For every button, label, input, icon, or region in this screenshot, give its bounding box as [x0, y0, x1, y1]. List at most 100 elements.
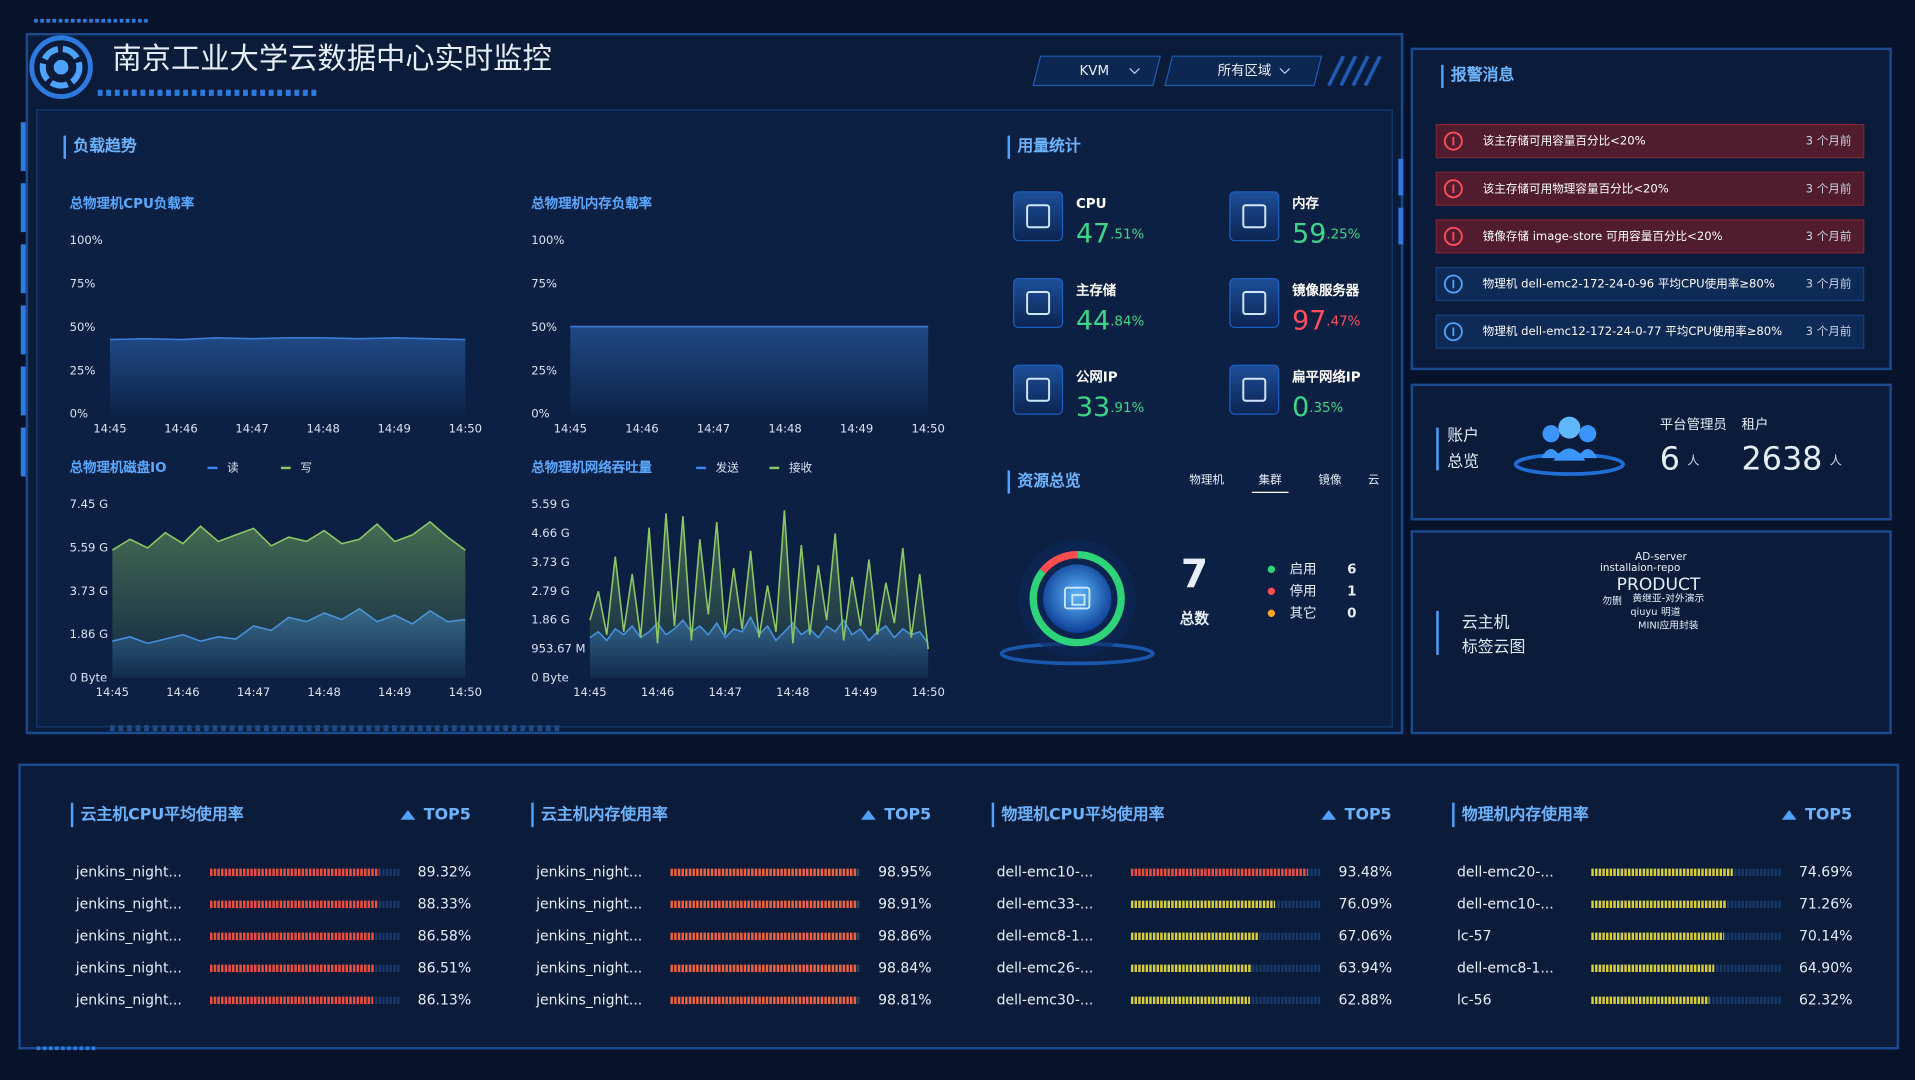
usage-icon — [1013, 364, 1064, 415]
filter-label[interactable]: KVM — [1079, 64, 1109, 79]
alert-icon — [1443, 131, 1463, 151]
row-label: lc-56 — [1457, 992, 1492, 1008]
title-bar — [1441, 64, 1444, 88]
filter-label[interactable]: 所有区域 — [1218, 63, 1272, 79]
legend-dot — [1267, 609, 1276, 617]
value-label: 98.84% — [878, 960, 932, 976]
x-tick-label: 14:46 — [164, 421, 197, 435]
alert-row[interactable] — [1435, 219, 1865, 254]
x-tick-label: 14:46 — [625, 421, 658, 435]
x-tick-label: 14:45 — [573, 685, 606, 699]
x-tick-label: 14:47 — [235, 421, 268, 435]
section-title: 报警消息 — [1451, 65, 1515, 84]
row-label: dell-emc26-... — [997, 960, 1094, 976]
stat-number: 6 — [1660, 442, 1680, 478]
usage-name: 公网IP — [1076, 370, 1118, 386]
value-label: 71.26% — [1799, 896, 1853, 912]
tag[interactable]: AD-server — [1635, 551, 1687, 563]
alert-row[interactable] — [1435, 266, 1865, 302]
section-title: 负载趋势 — [73, 136, 137, 155]
y-tick-label: 75% — [531, 277, 557, 291]
panel-title: 云主机内存使用率 — [541, 804, 668, 823]
stat-label: 平台管理员 — [1660, 417, 1727, 433]
y-tick-label: 100% — [531, 233, 564, 247]
legend-label: 发送 — [716, 460, 740, 474]
usage-value: 44.84% — [1076, 305, 1145, 336]
usage-fraction: .35% — [1309, 401, 1343, 416]
tag[interactable]: qiuyu — [1630, 607, 1657, 618]
x-tick-label: 14:45 — [554, 421, 587, 435]
alert-row[interactable] — [1435, 171, 1865, 206]
value-label: 98.86% — [878, 928, 932, 944]
badge[interactable]: TOP5 — [884, 804, 931, 823]
account-title: 总览 — [1447, 451, 1479, 470]
badge[interactable]: TOP5 — [1805, 804, 1852, 823]
tag[interactable]: 勿删 — [1602, 595, 1622, 607]
x-tick-label: 14:48 — [776, 685, 809, 699]
alert-row[interactable] — [1435, 314, 1865, 349]
alert-icon — [1443, 226, 1463, 246]
alert-row[interactable] — [1435, 124, 1865, 159]
value-label: 70.14% — [1799, 928, 1853, 944]
tag[interactable]: 黄继亚-对外演示 — [1632, 592, 1704, 605]
sort-icon — [1781, 810, 1797, 820]
y-tick-label: 5.59 G — [70, 540, 108, 554]
y-tick-label: 0% — [531, 407, 549, 421]
legend-value: 6 — [1347, 562, 1356, 577]
total-value: 7 — [1181, 552, 1208, 597]
section-title: 资源总览 — [1017, 471, 1081, 490]
x-tick-label: 14:45 — [93, 421, 126, 435]
tag[interactable]: PRODUCT — [1617, 575, 1701, 595]
total-label: 总数 — [1180, 609, 1210, 627]
legend-value: 1 — [1347, 584, 1356, 599]
tab[interactable]: 云 — [1368, 473, 1380, 487]
stat-unit: 人 — [1687, 453, 1699, 467]
x-tick-label: 14:48 — [307, 685, 340, 699]
usage-value: 97.47% — [1292, 305, 1361, 336]
usage-value: 0.35% — [1292, 392, 1343, 423]
sort-icon — [400, 810, 416, 820]
alert-time: 3 个月前 — [1806, 134, 1852, 148]
usage-icon-glyph — [1026, 377, 1051, 402]
area-fill — [109, 337, 466, 415]
page-title: 南京工业大学云数据中心实时监控 — [112, 41, 551, 75]
y-tick-label: 75% — [70, 277, 96, 291]
y-tick-label: 50% — [70, 320, 96, 334]
x-tick-label: 14:46 — [641, 685, 674, 699]
y-tick-label: 2.79 G — [531, 584, 569, 598]
row-label: jenkins_night... — [535, 864, 642, 880]
tab[interactable]: 物理机 — [1189, 473, 1224, 487]
legend-label: 写 — [300, 460, 312, 474]
tag[interactable]: 明道 — [1661, 605, 1681, 618]
tab[interactable]: 集群 — [1259, 473, 1283, 487]
badge[interactable]: TOP5 — [1345, 804, 1392, 823]
filter[interactable]: 所有区域 — [1164, 55, 1323, 87]
header-deco — [1327, 55, 1382, 87]
usage-icon-glyph — [1026, 291, 1051, 315]
x-tick-label: 14:47 — [697, 421, 730, 435]
y-tick-label: 7.45 G — [70, 497, 108, 511]
row-label: jenkins_night... — [75, 928, 182, 944]
usage-icon — [1013, 191, 1064, 242]
legend-label: 接收 — [789, 460, 813, 474]
x-tick-label: 14:50 — [911, 685, 944, 699]
alert-time: 3 个月前 — [1806, 277, 1852, 291]
y-tick-label: 0 Byte — [531, 671, 569, 685]
value-label: 64.90% — [1799, 960, 1853, 976]
chevron — [1129, 67, 1140, 75]
usage-icon — [1229, 277, 1280, 329]
alert-text: 该主存储可用容量百分比<20% — [1483, 134, 1646, 148]
tag-panel — [1410, 530, 1892, 735]
row-label: jenkins_night... — [535, 960, 642, 976]
tag[interactable]: installaion-repo — [1600, 562, 1680, 574]
x-tick-label: 14:48 — [306, 421, 339, 435]
alert-text: 镜像存储 image-store 可用容量百分比<20% — [1483, 229, 1723, 243]
badge[interactable]: TOP5 — [424, 804, 471, 823]
chart-title: 总物理机内存负载率 — [531, 195, 652, 212]
usage-int: 47 — [1076, 218, 1110, 249]
filter[interactable]: KVM — [1032, 55, 1162, 87]
tag[interactable]: MINI应用封装 — [1638, 619, 1699, 632]
tab[interactable]: 镜像 — [1318, 473, 1342, 487]
x-tick-label: 14:50 — [449, 421, 482, 435]
